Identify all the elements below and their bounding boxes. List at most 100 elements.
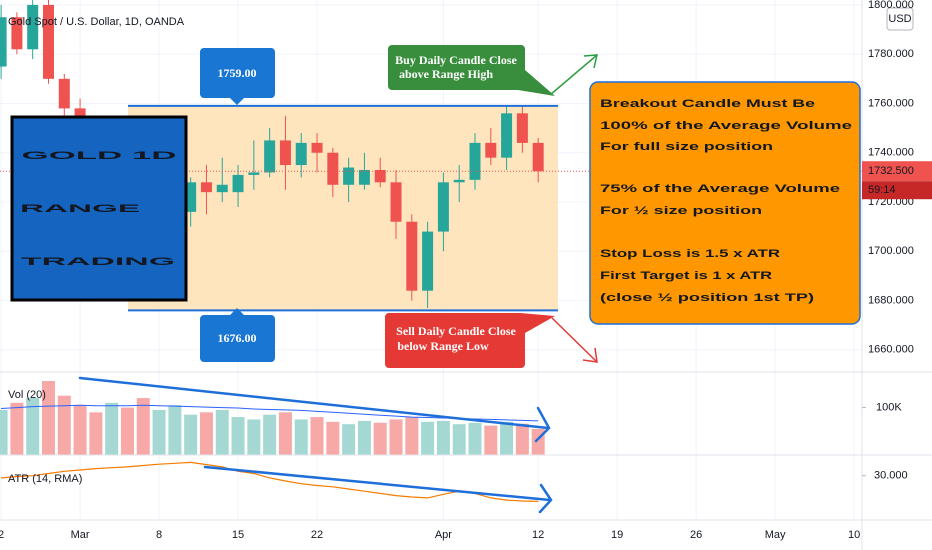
range-fill: [128, 105, 558, 311]
volume-tick-label: 100K: [876, 401, 902, 413]
volume-bar: [247, 419, 261, 455]
y-tick-label: 1740.000: [868, 147, 914, 159]
x-tick-label: 8: [156, 529, 162, 541]
rule-line: Stop Loss is 1.5 x ATR: [600, 248, 780, 260]
arrow-head: [582, 347, 598, 363]
range-high-label: 1759.00: [218, 66, 257, 80]
y-tick-label: 1760.000: [868, 97, 914, 109]
range-low-callout: [200, 308, 275, 362]
candle-body: [485, 142, 497, 158]
countdown: 59:14: [868, 184, 896, 196]
candle-body: [200, 182, 212, 193]
rule-line: Breakout Candle Must Be: [600, 98, 815, 110]
currency: USD: [888, 13, 911, 25]
rules-box: [589, 81, 861, 325]
atr-pane: [1, 461, 539, 502]
rules-text: Breakout Candle Must Be 100% of the Aver…: [600, 98, 852, 304]
arrow-head: [583, 54, 598, 69]
candle-body: [0, 17, 7, 67]
volume-bar: [215, 409, 229, 455]
volume-bar: [120, 407, 134, 455]
y-tick-label: 1800.000: [868, 0, 914, 11]
candle-body: [453, 179, 465, 183]
x-tick-label: 10: [848, 529, 860, 541]
volume-bar: [0, 409, 8, 455]
down-arrow: [551, 317, 598, 363]
candle-body: [248, 172, 260, 175]
candle-body: [501, 113, 513, 158]
candle-body: [327, 152, 339, 185]
volume-bar: [105, 402, 119, 455]
volume-bar: [500, 421, 514, 455]
volume-bar: [73, 405, 87, 455]
atr-line: [1, 461, 539, 502]
trend-lines: [78, 376, 553, 514]
candle-body: [358, 169, 370, 185]
arrow-head: [534, 406, 551, 443]
candle-body: [343, 167, 355, 185]
x-tick-label: 15: [232, 529, 244, 541]
candle-body: [532, 142, 544, 172]
volume-bar: [342, 424, 356, 455]
rule-line: (close ½ position 1st TP): [600, 292, 815, 304]
chart-title: Gold Spot / U.S. Dollar, 1D, OANDA: [8, 16, 185, 28]
rule-line: For full size position: [600, 141, 773, 153]
candle-body: [279, 140, 291, 166]
last-price-tag: [862, 161, 932, 182]
volume-bar: [10, 402, 24, 455]
currency-box[interactable]: [886, 7, 914, 31]
volume-bar: [357, 420, 371, 455]
last-price-label: 1732.500: [868, 165, 914, 177]
candle-body: [437, 182, 449, 232]
candle-body: [311, 142, 323, 153]
volume-bar: [26, 398, 40, 455]
x-tick-label: 22: [311, 529, 323, 541]
y-tick-label: 1660.000: [868, 344, 914, 356]
candle-body: [516, 113, 528, 143]
candle-body: [42, 4, 54, 79]
atr-label: ATR (14, RMA): [8, 473, 82, 485]
volume-bar: [41, 381, 55, 455]
headline-line: RANGE: [20, 203, 140, 215]
up-arrow: [549, 54, 598, 96]
x-tick-label: 2: [0, 529, 4, 541]
volume-trend-line: [78, 376, 550, 430]
candle-body: [58, 78, 70, 109]
countdown-tag: [862, 181, 932, 200]
volume-bar: [326, 421, 340, 455]
volume-bar: [278, 412, 292, 455]
volume-bar: [310, 417, 324, 455]
candle-body: [374, 169, 386, 183]
x-tick-label: 19: [611, 529, 623, 541]
candle-body: [27, 4, 39, 50]
volume-bar: [263, 414, 277, 455]
range-high-callout: [200, 48, 275, 105]
candle-body: [264, 140, 276, 173]
rule-line: For ½ size position: [600, 205, 762, 217]
candle-body: [295, 142, 307, 166]
volume-bar: [405, 417, 419, 455]
y-tick-label: 1780.000: [868, 48, 914, 60]
candle-body: [232, 174, 244, 193]
volume-bar: [152, 409, 166, 455]
headline-line: TRADING: [21, 256, 175, 268]
rule-line: 75% of the Average Volume: [600, 183, 840, 195]
candle-body: [11, 17, 23, 50]
volume-bar: [199, 412, 213, 455]
volume-bar: [136, 398, 150, 455]
levels: [0, 104, 862, 312]
candle-body: [469, 142, 481, 180]
rule-line: First Target is 1 x ATR: [600, 270, 772, 282]
sell-note-line: Sell Daily Candle Close: [396, 324, 516, 338]
sell-note-line: below Range Low: [397, 339, 489, 353]
volume-bar: [294, 419, 308, 455]
y-tick-label: 1680.000: [868, 294, 914, 306]
sell-note-box: [385, 313, 555, 368]
volume-bar: [452, 424, 466, 455]
volume-bar: [168, 405, 182, 455]
volume-bar: [484, 425, 498, 455]
range-fill-layer: [128, 105, 558, 311]
volume-label: Vol (20): [8, 389, 46, 401]
